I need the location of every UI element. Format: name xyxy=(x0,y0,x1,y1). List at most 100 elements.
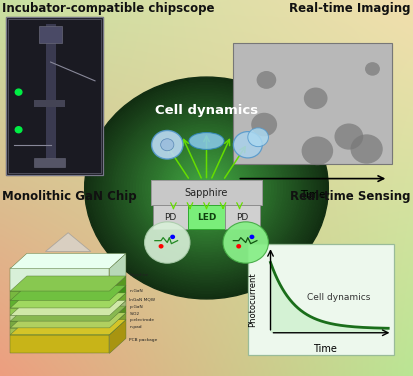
Text: Monolithic GaN Chip: Monolithic GaN Chip xyxy=(2,190,137,203)
Polygon shape xyxy=(109,276,126,300)
Text: Time: Time xyxy=(313,344,337,353)
FancyBboxPatch shape xyxy=(10,308,109,315)
Circle shape xyxy=(270,68,287,85)
Text: Sapphire: Sapphire xyxy=(185,188,228,198)
Circle shape xyxy=(124,113,289,263)
Circle shape xyxy=(249,68,281,98)
Circle shape xyxy=(155,141,258,235)
Text: Time: Time xyxy=(300,190,325,200)
Circle shape xyxy=(145,133,268,244)
Circle shape xyxy=(140,127,273,249)
Polygon shape xyxy=(10,276,126,291)
Polygon shape xyxy=(109,285,126,308)
Circle shape xyxy=(161,139,174,151)
Circle shape xyxy=(337,128,363,152)
Text: PD: PD xyxy=(237,213,249,221)
Circle shape xyxy=(115,105,298,271)
Polygon shape xyxy=(45,233,91,252)
Circle shape xyxy=(173,158,240,218)
Circle shape xyxy=(261,135,285,156)
FancyBboxPatch shape xyxy=(10,268,109,291)
FancyBboxPatch shape xyxy=(10,321,109,328)
Circle shape xyxy=(164,149,249,227)
Circle shape xyxy=(94,85,319,291)
Circle shape xyxy=(194,177,219,199)
FancyBboxPatch shape xyxy=(46,24,56,167)
FancyBboxPatch shape xyxy=(151,180,262,205)
Circle shape xyxy=(170,235,175,239)
FancyBboxPatch shape xyxy=(237,44,392,158)
FancyBboxPatch shape xyxy=(6,17,103,175)
Text: PD: PD xyxy=(164,213,176,221)
Polygon shape xyxy=(10,293,126,308)
Text: Incubator-compatible chipscope: Incubator-compatible chipscope xyxy=(2,2,215,15)
Polygon shape xyxy=(271,262,388,333)
FancyBboxPatch shape xyxy=(10,335,109,353)
Circle shape xyxy=(320,71,340,89)
Circle shape xyxy=(103,94,310,282)
Circle shape xyxy=(185,168,228,208)
Circle shape xyxy=(152,130,183,159)
Circle shape xyxy=(233,132,262,158)
Circle shape xyxy=(106,97,307,279)
Polygon shape xyxy=(10,300,126,315)
Circle shape xyxy=(197,180,216,196)
Text: n-GaN: n-GaN xyxy=(129,289,143,293)
Text: Sapphire: Sapphire xyxy=(129,273,149,277)
Circle shape xyxy=(332,98,356,119)
Text: p-electrode: p-electrode xyxy=(129,318,154,322)
Circle shape xyxy=(200,182,213,194)
FancyBboxPatch shape xyxy=(34,100,65,107)
Circle shape xyxy=(15,127,22,133)
Circle shape xyxy=(127,116,286,260)
Circle shape xyxy=(179,163,234,213)
Circle shape xyxy=(159,244,164,249)
Text: Real-time Sensing: Real-time Sensing xyxy=(290,190,411,203)
Polygon shape xyxy=(109,253,126,291)
Text: SiO2: SiO2 xyxy=(129,312,140,316)
Circle shape xyxy=(337,90,356,108)
FancyBboxPatch shape xyxy=(39,26,62,43)
Text: Cell dynamics: Cell dynamics xyxy=(307,293,370,302)
Polygon shape xyxy=(109,293,126,315)
Circle shape xyxy=(365,62,380,76)
Polygon shape xyxy=(10,320,126,335)
Circle shape xyxy=(351,72,368,88)
Circle shape xyxy=(223,222,268,263)
Circle shape xyxy=(88,80,325,296)
Circle shape xyxy=(121,111,292,265)
Circle shape xyxy=(182,166,231,210)
Circle shape xyxy=(118,108,295,268)
Text: Cell dynamics: Cell dynamics xyxy=(155,104,258,117)
Polygon shape xyxy=(10,253,126,268)
Circle shape xyxy=(145,222,190,263)
Circle shape xyxy=(356,69,380,92)
Circle shape xyxy=(251,113,277,136)
Circle shape xyxy=(236,244,241,249)
Circle shape xyxy=(256,71,276,89)
Circle shape xyxy=(167,152,246,224)
FancyBboxPatch shape xyxy=(34,158,65,167)
Text: n-pad: n-pad xyxy=(129,325,142,329)
Circle shape xyxy=(85,77,328,299)
Circle shape xyxy=(142,130,271,246)
Polygon shape xyxy=(109,300,126,321)
FancyBboxPatch shape xyxy=(10,300,109,308)
FancyBboxPatch shape xyxy=(242,45,391,153)
Circle shape xyxy=(188,171,225,205)
Ellipse shape xyxy=(189,133,224,150)
Circle shape xyxy=(249,235,254,239)
Circle shape xyxy=(158,144,255,232)
Circle shape xyxy=(204,185,209,191)
Circle shape xyxy=(240,84,269,111)
Text: p-GaN: p-GaN xyxy=(129,305,143,309)
FancyBboxPatch shape xyxy=(10,291,109,300)
Circle shape xyxy=(100,91,313,285)
Circle shape xyxy=(351,134,383,164)
Circle shape xyxy=(112,102,301,274)
FancyBboxPatch shape xyxy=(248,244,394,355)
Circle shape xyxy=(191,174,222,202)
Circle shape xyxy=(97,88,316,288)
Circle shape xyxy=(149,135,264,241)
Circle shape xyxy=(356,60,374,76)
